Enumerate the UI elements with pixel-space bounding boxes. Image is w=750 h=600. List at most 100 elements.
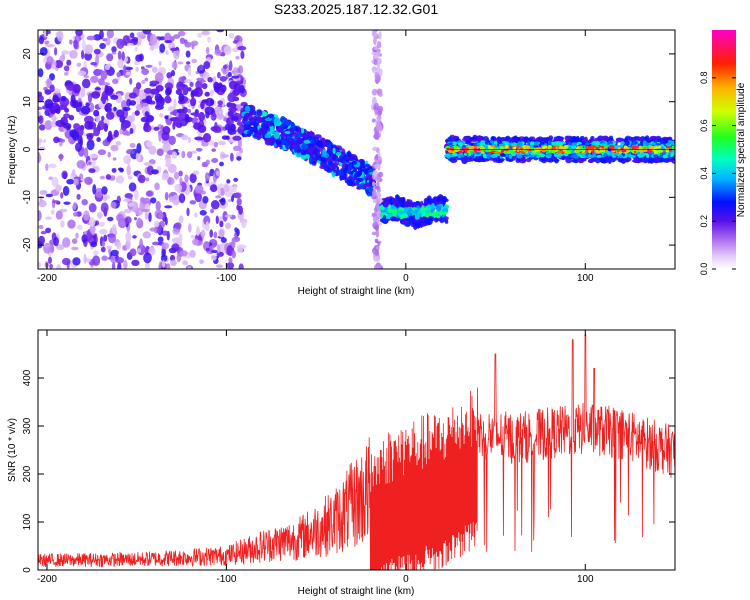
heatmap-cell [174,222,182,230]
heatmap-cell [214,49,222,56]
heatmap-cell [601,142,606,145]
heatmap-cell [608,135,614,140]
heatmap-cell [81,234,88,243]
heatmap-cell [97,149,107,156]
heatmap-cell [236,197,242,206]
heatmap-cell [187,266,192,269]
heatmap-cell [49,263,54,269]
heatmap-cell [116,109,125,118]
heatmap-cell [667,140,673,145]
heatmap-cell [309,130,314,137]
heatmap-cell [187,67,192,77]
heatmap-cell [475,135,483,141]
heatmap-cell [236,244,244,254]
heatmap-cell [224,214,233,218]
heatmap-cell [199,79,207,83]
heatmap-cell [308,156,313,165]
snr-y-tick-label: 400 [22,369,33,386]
heatmap-cell [137,174,146,184]
heatmap-cell [123,154,132,165]
heatmap-cell [126,165,131,176]
heatmap-cell [366,192,373,197]
heatmap-cell [75,142,82,152]
heatmap-cell [190,90,195,99]
heatmap-cell [165,87,172,96]
heatmap-cell [575,135,580,142]
heatmap-cell [52,200,60,204]
heatmap-cell [144,111,150,118]
heatmap-cell [59,138,66,143]
heatmap-cell [136,31,146,37]
heatmap-cell [102,196,108,202]
heatmap-cell [181,134,189,141]
heatmap-cell [290,122,296,130]
heatmap-cell [45,193,53,198]
heatmap-cell [155,85,164,92]
heatmap-cell [256,116,262,124]
heatmap-cell [346,151,351,158]
heatmap-cell [374,255,381,263]
heatmap-cell [71,246,79,251]
heatmap-cell [134,189,139,201]
heatmap-cell [94,87,102,91]
heatmap-cell [145,95,153,105]
heatmap-cell [81,86,86,98]
heatmap-cell [217,186,221,197]
heatmap-cell [111,167,117,173]
spectrogram-heatmap [38,30,675,269]
heatmap-cell [169,111,177,116]
heatmap-cell [89,153,99,159]
heatmap-cell [516,145,520,149]
heatmap-cell [327,155,332,162]
heatmap-cell [265,123,269,131]
heatmap-cell [66,59,72,66]
heatmap-cell [51,176,59,188]
heatmap-cell [56,244,65,251]
heatmap-cell [215,195,222,199]
heatmap-cell [45,216,53,220]
heatmap-cell [101,115,105,122]
heatmap-cell [50,209,55,215]
heatmap-cell [151,66,158,73]
spectrogram-y-tick-label: 0 [22,146,33,152]
heatmap-cell [198,64,204,71]
heatmap-cell [190,150,197,154]
heatmap-cell [225,201,229,207]
heatmap-cell [504,144,509,149]
heatmap-cell [411,220,417,226]
heatmap-cell [373,264,378,269]
heatmap-cell [189,97,197,107]
heatmap-cell [139,238,143,250]
heatmap-cell [101,186,108,195]
heatmap-cell [376,62,381,69]
heatmap-cell [142,231,152,239]
heatmap-cell [548,140,552,146]
heatmap-cell [457,142,463,146]
heatmap-cell [391,198,399,203]
heatmap-cell [45,227,52,234]
heatmap-cell [145,190,153,197]
heatmap-cell [371,247,378,255]
heatmap-cell [168,135,176,146]
heatmap-cell [132,36,139,43]
heatmap-cell [326,168,333,173]
heatmap-cell [107,216,114,222]
heatmap-cell [144,77,149,82]
heatmap-cell [90,62,98,66]
heatmap-cell [62,257,71,266]
heatmap-cell [227,198,232,203]
heatmap-cell [551,149,556,154]
heatmap-cell [508,154,513,159]
heatmap-cell [484,140,489,145]
heatmap-cell [44,89,52,95]
heatmap-cell [55,184,62,192]
heatmap-cell [164,191,169,201]
heatmap-cell [633,145,640,148]
heatmap-cell [657,149,664,153]
heatmap-cell [648,159,654,163]
heatmap-cell [91,91,101,99]
heatmap-cell [670,153,674,157]
heatmap-cell [620,141,625,146]
heatmap-cell [214,106,220,116]
